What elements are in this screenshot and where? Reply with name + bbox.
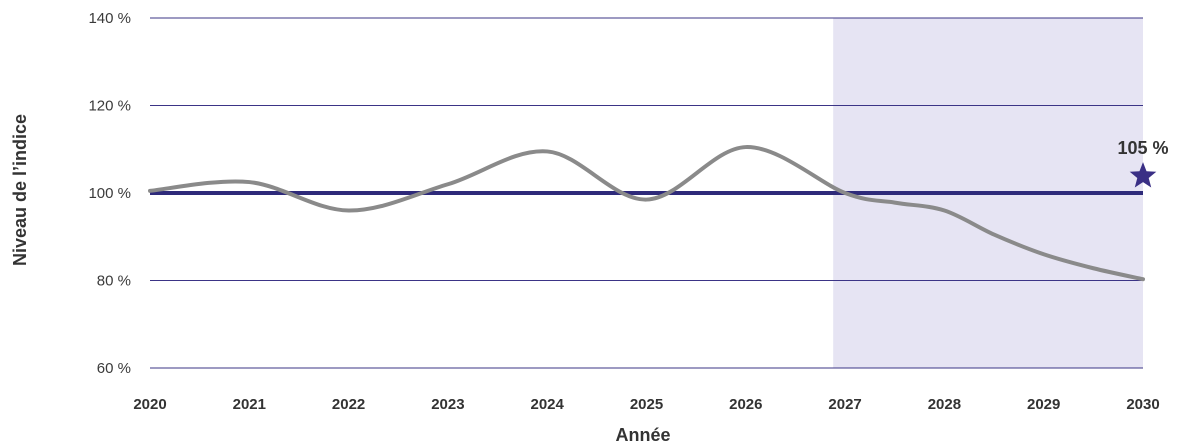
y-tick-label: 80 %: [97, 273, 131, 290]
x-axis-title: Année: [615, 425, 670, 445]
y-axis-title: Niveau de l’indice: [10, 114, 30, 266]
y-tick-label: 120 %: [88, 98, 131, 115]
series-lines: [148, 145, 1145, 282]
y-tick-label: 60 %: [97, 360, 131, 377]
star-icon: [1129, 162, 1157, 188]
x-tick-label: 2023: [431, 396, 464, 413]
target-value-label: 105 %: [1117, 138, 1168, 158]
y-tick-label: 140 %: [88, 10, 131, 27]
x-tick-label: 2030: [1126, 396, 1159, 413]
target-marker-group: 105 %: [1117, 138, 1169, 188]
index-series-line: [148, 145, 1145, 282]
x-tick-label: 2029: [1027, 396, 1060, 413]
x-tick-label: 2022: [332, 396, 365, 413]
x-tick-label: 2026: [729, 396, 762, 413]
x-tick-labels: 2020 2021 2022 2023 2024 2025 2026 2027 2028 2029…: [133, 396, 1159, 413]
y-tick-labels: 60 % 80 % 100 % 120 % 140 %: [88, 10, 131, 377]
x-tick-label: 2021: [233, 396, 266, 413]
x-tick-label: 2024: [531, 396, 565, 413]
x-tick-label: 2027: [828, 396, 861, 413]
x-tick-label: 2028: [928, 396, 961, 413]
x-tick-label: 2025: [630, 396, 663, 413]
x-tick-label: 2020: [133, 396, 166, 413]
y-tick-label: 100 %: [88, 185, 131, 202]
